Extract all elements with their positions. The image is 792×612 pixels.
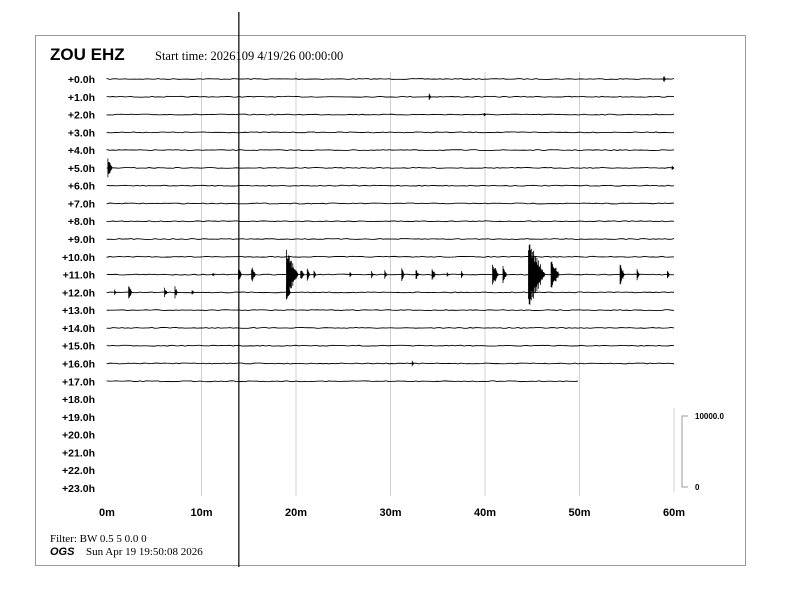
trace-line [106,344,675,347]
scale-min-label: 0 [695,483,700,492]
trace-line [106,113,675,116]
filter-info: Filter: BW 0.5 5 0.0 0 [50,533,147,545]
seismic-event [502,266,507,283]
seismic-event [492,264,499,285]
row-label: +20.0h [62,430,95,442]
seismic-event [411,360,414,367]
x-tick-label: 10m [190,507,212,519]
row-label: +7.0h [68,198,95,210]
seismic-event [461,271,464,278]
trace-line [106,291,675,294]
row-label: +8.0h [68,216,95,228]
row-label: +14.0h [62,323,95,335]
seismic-event [663,76,666,82]
x-tick-label: 0m [99,507,115,519]
row-label: +23.0h [62,483,95,495]
row-label: +4.0h [68,145,95,157]
row-label: +0.0h [68,74,95,86]
row-label: +18.0h [62,394,95,406]
seismic-event [306,268,310,281]
seismic-event [174,286,178,299]
seismic-event [415,270,419,279]
seismic-event [349,272,352,277]
seismic-event [164,287,168,298]
trace-line [106,95,675,98]
seismic-event [212,273,215,276]
seismic-event [286,285,291,300]
x-tick-label: 50m [568,507,590,519]
seismic-event [431,269,436,280]
row-label: +3.0h [68,127,95,139]
row-label: +21.0h [62,447,95,459]
trace-line [106,131,675,134]
row-label: +10.0h [62,252,95,264]
x-tick-label: 60m [663,507,685,519]
trace-line [106,238,675,240]
x-tick-label: 40m [474,507,496,519]
row-label: +17.0h [62,376,95,388]
trace-line [106,202,675,205]
seismic-event [667,271,670,279]
seismic-event [251,267,256,282]
row-label: +13.0h [62,305,95,317]
row-label: +9.0h [68,234,95,246]
row-label: +15.0h [62,341,95,353]
trace-line [106,184,675,187]
seismic-event [384,270,387,279]
generated-timestamp: Sun Apr 19 19:50:08 2026 [86,546,203,558]
trace-line [106,327,675,329]
seismic-event [107,158,113,178]
trace-line [106,255,675,258]
row-label: +2.0h [68,110,95,122]
organization-label: OGS [50,546,75,558]
row-label: +16.0h [62,358,95,370]
row-label: +22.0h [62,465,95,477]
seismic-event [671,166,674,170]
row-label: +11.0h [63,270,95,282]
x-tick-label: 30m [379,507,401,519]
seismic-event [483,113,486,117]
trace-line [106,77,675,80]
seismic-event [371,271,374,279]
seismic-event [313,270,316,279]
seismic-event [446,272,449,277]
seismic-event [619,264,625,285]
plot-frame [35,35,746,566]
seismic-event [636,269,640,281]
trace-line [106,273,675,276]
row-label: +12.0h [62,287,95,299]
seismic-event [401,268,405,281]
row-label: +19.0h [62,412,95,424]
station-title: ZOU EHZ [50,45,125,64]
trace-line [106,166,675,169]
seismic-event [293,269,297,280]
row-label: +5.0h [68,163,95,175]
start-time: Start time: 2026109 4/19/26 00:00:00 [155,49,344,63]
seismic-event [300,270,304,279]
trace-line [106,149,675,152]
trace-line [106,362,675,365]
scale-max-label: 10000.0 [695,412,724,421]
trace-line [106,380,579,383]
seismic-event [191,290,194,295]
scale-bar [681,415,688,488]
trace-line [106,309,675,312]
seismic-event [539,267,543,282]
trace-line [106,220,675,223]
seismic-event [550,261,560,288]
seismic-event [128,286,132,299]
row-label: +1.0h [68,92,95,104]
row-label: +6.0h [68,181,95,193]
seismic-event [114,289,117,295]
x-tick-label: 20m [285,507,307,519]
seismic-event [428,93,431,100]
